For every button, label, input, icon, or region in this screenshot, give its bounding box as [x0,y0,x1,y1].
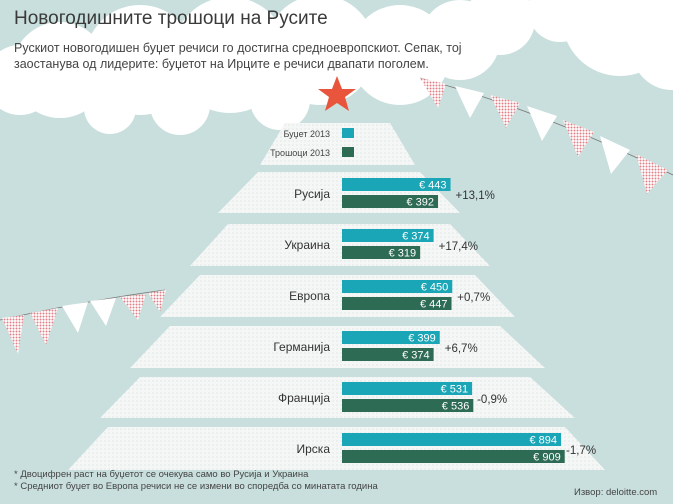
bar-budget-1 [342,229,434,242]
bar-spending-2 [342,297,452,310]
bar-spending-4 [342,399,474,412]
change-label-1: +17,4% [439,241,478,253]
bar-value-label-budget-1: € 374 [402,231,430,243]
category-label-1: Украина [284,238,330,252]
change-label-5: -1,7% [566,445,596,457]
page-title: Новогодишните трошоци на Русите [14,8,328,29]
bar-budget-4 [342,382,473,395]
bar-budget-5 [342,433,562,446]
change-label-0: +13,1% [456,190,495,202]
footnote-2: * Средниот буџет во Европа речиси не се … [14,481,378,492]
change-label-2: +0,7% [457,292,490,304]
bar-value-label-spending-0: € 392 [407,197,435,209]
bar-spending-5 [342,450,565,463]
page-subtitle: Рускиот новогодишен буџет речиси го дост… [14,41,462,71]
bar-value-label-budget-3: € 399 [408,333,436,345]
bar-value-label-budget-0: € 443 [419,180,447,192]
bar-value-label-spending-4: € 536 [442,401,470,413]
category-label-0: Русија [294,187,330,201]
bar-spending-1 [342,246,421,259]
legend-label-budget: Буџет 2013 [283,129,330,139]
bar-value-label-spending-3: € 374 [402,350,430,362]
bar-value-label-budget-5: € 894 [529,435,557,447]
bar-value-label-spending-5: € 909 [533,452,561,464]
bar-budget-3 [342,331,440,344]
category-label-4: Франција [278,391,330,405]
bar-value-label-budget-2: € 450 [421,282,449,294]
legend-label-spending: Трошоци 2013 [270,148,330,158]
bar-value-label-spending-2: € 447 [420,299,448,311]
change-label-3: +6,7% [445,343,478,355]
bar-value-label-budget-4: € 531 [441,384,469,396]
bars-group: Русија € 443 € 392 +13,1% Украина € 374 € 319 +… [273,178,596,464]
bar-spending-0 [342,195,439,208]
footnote-1: * Двоцифрен раст на буџетот се очекува с… [14,469,309,480]
garland-left [0,289,166,354]
bar-budget-0 [342,178,451,191]
tree-tiers [68,123,605,470]
star-icon [318,76,356,111]
clouds-decoration [0,0,673,135]
bar-value-label-spending-1: € 319 [389,248,417,260]
bar-budget-2 [342,280,453,293]
category-label-2: Европа [289,289,330,303]
category-label-5: Ирска [297,442,331,456]
category-label-3: Германија [273,340,330,354]
change-label-4: -0,9% [477,394,507,406]
legend-swatch-spending [342,147,354,157]
source-note: Извор: deloitte.com [574,487,658,498]
garland-right [419,77,673,194]
footnotes: * Двоцифрен раст на буџетот се очекува с… [14,469,378,493]
bar-spending-3 [342,348,434,361]
legend-swatch-budget [342,128,354,138]
legend: Буџет 2013 Трошоци 2013 [270,128,354,158]
